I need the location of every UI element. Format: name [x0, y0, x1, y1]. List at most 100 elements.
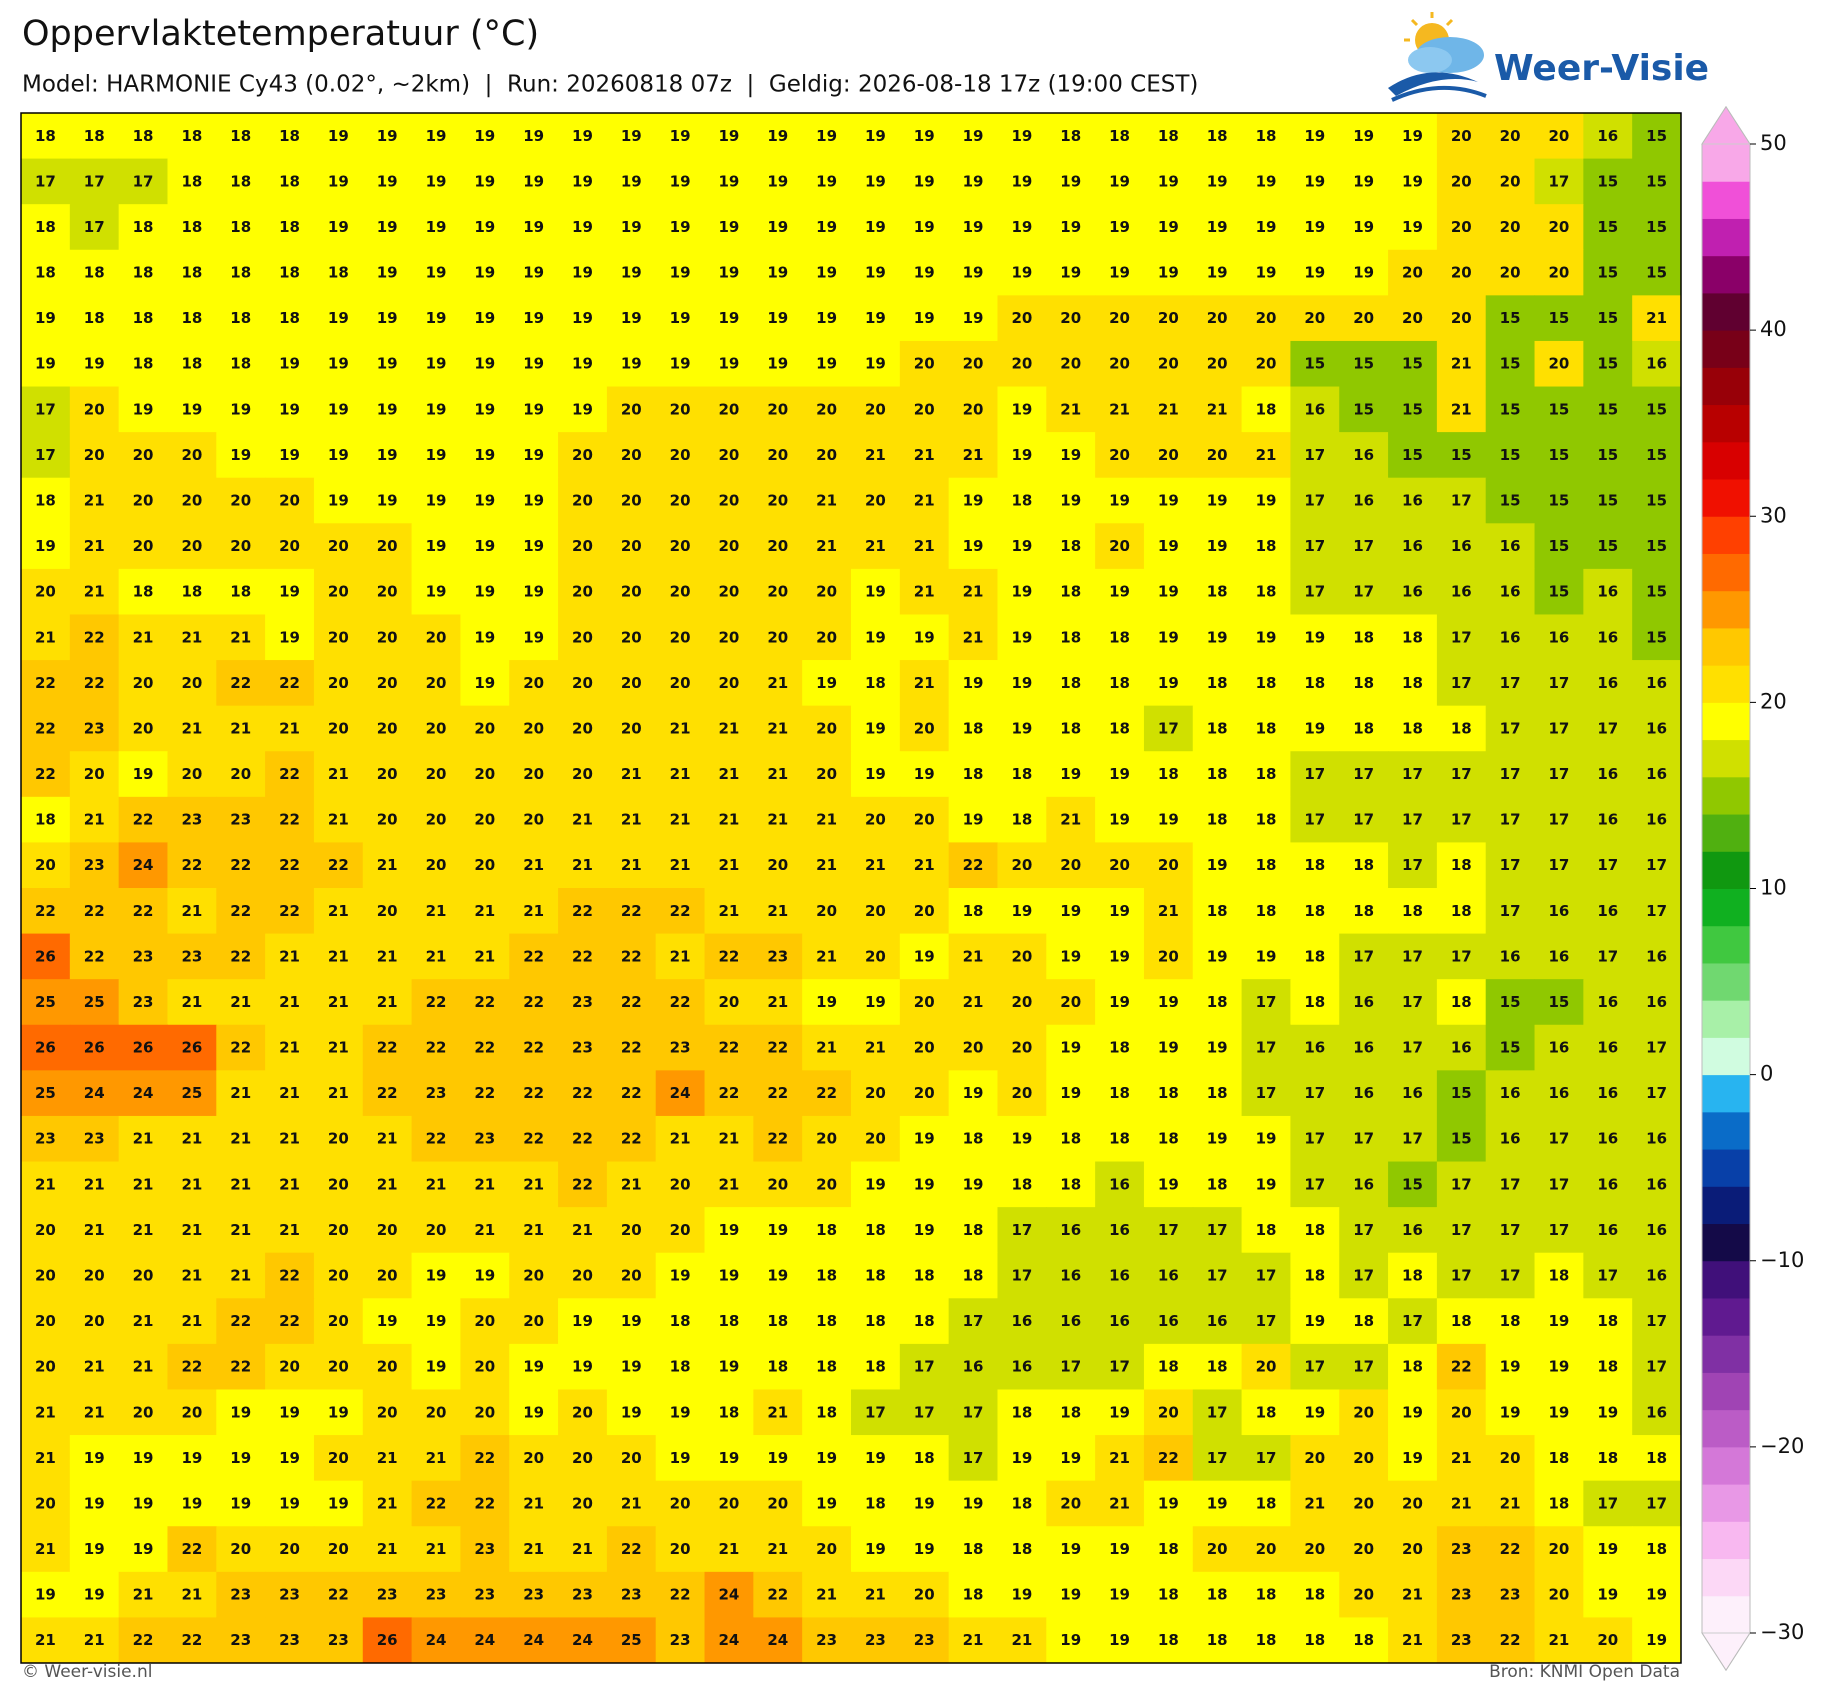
temp-label: 21 — [816, 811, 837, 829]
temp-cell — [1339, 249, 1389, 296]
temp-label: 19 — [1402, 218, 1423, 236]
temp-label: 18 — [1304, 674, 1325, 692]
temp-cell — [1143, 113, 1194, 160]
temp-label: 20 — [230, 492, 251, 510]
temp-cell — [997, 1161, 1047, 1208]
temp-label: 18 — [914, 1267, 935, 1285]
temp-label: 20 — [1256, 1358, 1277, 1376]
temp-cell — [948, 1343, 998, 1390]
temp-cell — [1436, 1115, 1487, 1163]
temp-cell — [21, 796, 71, 843]
temp-cell — [1192, 1435, 1243, 1482]
temp-cell — [655, 1207, 706, 1254]
temp-label: 16 — [1646, 947, 1667, 965]
temp-label: 15 — [1500, 355, 1521, 373]
temp-label: 20 — [816, 400, 837, 418]
temp-label: 20 — [767, 628, 788, 646]
temp-label: 18 — [1158, 1540, 1179, 1558]
temp-label: 16 — [1304, 1039, 1325, 1057]
temp-label: 19 — [1011, 446, 1032, 464]
temp-cell — [606, 523, 657, 570]
temp-cell — [558, 432, 608, 479]
temp-label: 19 — [1158, 1175, 1179, 1193]
temp-cell — [1290, 523, 1340, 570]
temp-cell — [460, 1161, 510, 1208]
temp-cell — [509, 614, 559, 661]
temp-label: 17 — [1304, 537, 1325, 555]
temp-cell — [313, 796, 364, 843]
temp-cell — [948, 1617, 998, 1664]
temp-label: 20 — [1207, 355, 1228, 373]
colorbar-bin — [1702, 516, 1750, 554]
temp-label: 16 — [1646, 674, 1667, 692]
temp-label: 19 — [1256, 492, 1277, 510]
temp-label: 22 — [621, 1130, 642, 1148]
temp-cell — [69, 1115, 120, 1163]
colorbar-tick-label: 40 — [1760, 317, 1787, 341]
temp-cell — [362, 1070, 413, 1117]
temp-cell — [997, 523, 1047, 570]
temp-label: 21 — [816, 537, 837, 555]
colorbar-bin — [1702, 925, 1750, 964]
temp-label: 20 — [35, 583, 56, 601]
temp-label: 18 — [1304, 1221, 1325, 1239]
temp-label: 19 — [133, 1540, 154, 1558]
temp-label: 16 — [1549, 1039, 1570, 1057]
temp-cell — [509, 158, 559, 205]
temp-cell — [558, 660, 608, 707]
temp-cell — [558, 888, 608, 935]
temp-cell — [265, 523, 315, 570]
temp-label: 21 — [230, 628, 251, 646]
temp-label: 22 — [474, 993, 495, 1011]
temp-cell — [1534, 1070, 1584, 1117]
temp-cell — [509, 1161, 559, 1208]
temp-label: 21 — [670, 811, 691, 829]
temp-cell — [1290, 158, 1340, 205]
colorbar-tick-label: 20 — [1760, 689, 1787, 713]
temp-cell — [313, 979, 364, 1026]
temp-label: 19 — [474, 674, 495, 692]
temp-cell — [1290, 1252, 1340, 1299]
temp-cell — [1241, 1207, 1291, 1254]
temp-label: 19 — [279, 583, 300, 601]
temp-cell — [21, 1571, 71, 1618]
temp-label: 21 — [328, 993, 349, 1011]
temp-cell — [1143, 1070, 1194, 1117]
temp-cell — [265, 113, 315, 160]
temp-label: 20 — [181, 1403, 202, 1421]
temp-cell — [1290, 1480, 1340, 1527]
temp-label: 19 — [1304, 1403, 1325, 1421]
temp-label: 21 — [621, 765, 642, 783]
temp-cell — [948, 432, 998, 479]
temp-cell — [509, 386, 559, 433]
temp-cell — [1632, 1343, 1682, 1390]
temp-cell — [606, 1024, 657, 1071]
temp-label: 19 — [816, 993, 837, 1011]
temp-label: 17 — [1304, 1175, 1325, 1193]
temp-cell — [1436, 158, 1487, 205]
temp-label: 19 — [719, 1267, 740, 1285]
temp-cell — [1241, 1435, 1291, 1482]
temp-cell — [21, 1252, 71, 1299]
temp-cell — [558, 1207, 608, 1254]
temp-cell — [362, 295, 413, 342]
temp-cell — [313, 614, 364, 661]
temp-label: 22 — [35, 674, 56, 692]
temp-label: 23 — [279, 1631, 300, 1649]
temp-label: 17 — [84, 172, 105, 190]
colorbar-bin — [1702, 181, 1750, 219]
temp-cell — [69, 249, 120, 296]
temp-cell — [606, 1207, 657, 1254]
temp-label: 17 — [1597, 1494, 1618, 1512]
temp-label: 17 — [963, 1449, 984, 1467]
temp-label: 15 — [1402, 400, 1423, 418]
temp-label: 19 — [230, 1403, 251, 1421]
temp-label: 17 — [1500, 1175, 1521, 1193]
temp-label: 23 — [670, 1631, 691, 1649]
temp-label: 19 — [1158, 583, 1179, 601]
temp-label: 17 — [1353, 1267, 1374, 1285]
temp-label: 18 — [1256, 765, 1277, 783]
temp-cell — [851, 933, 901, 980]
temp-label: 20 — [1500, 127, 1521, 145]
temp-label: 17 — [1500, 811, 1521, 829]
